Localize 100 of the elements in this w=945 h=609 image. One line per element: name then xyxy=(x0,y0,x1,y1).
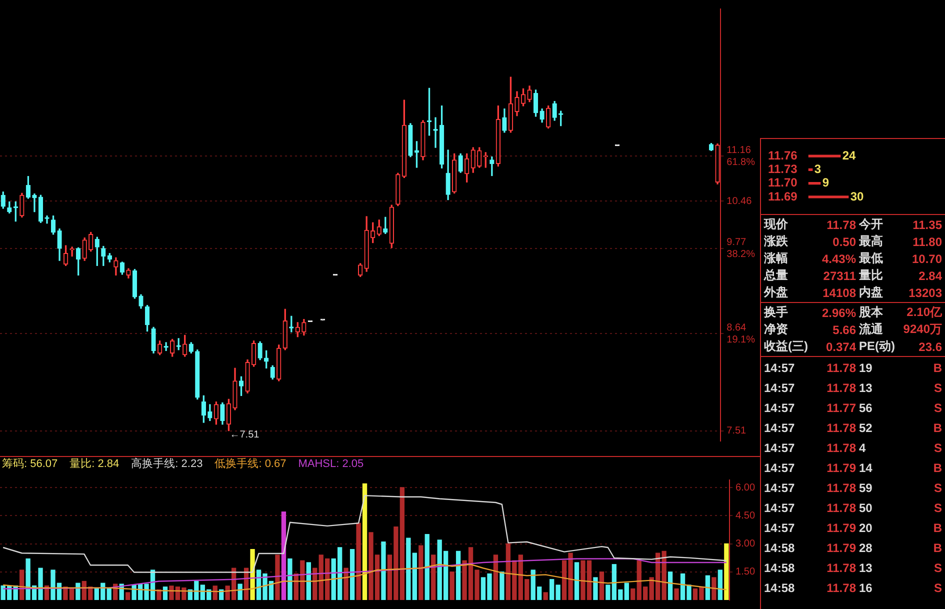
text: S xyxy=(932,441,942,455)
text: 11.78 xyxy=(826,561,856,575)
text: 52 xyxy=(858,421,874,435)
text: 净资 xyxy=(764,321,789,338)
text: 11.79 xyxy=(826,521,856,535)
data-label: 24 xyxy=(842,148,856,162)
text: 涨跌 xyxy=(764,233,789,250)
text: 内盘 xyxy=(858,284,884,301)
text: 14:58 xyxy=(764,561,796,575)
text: 14:57 xyxy=(764,521,796,535)
text: 总量 xyxy=(764,267,789,284)
text: 27311 xyxy=(822,268,856,282)
text: 4.43% xyxy=(820,252,856,266)
text: 10.70 xyxy=(910,252,942,266)
annotation: ←7.51 xyxy=(230,430,260,441)
y-tick-label: 11.69 xyxy=(768,189,798,204)
text: 11.78 xyxy=(826,501,856,515)
text: 14:57 xyxy=(764,441,796,455)
text: 现价 xyxy=(764,216,789,233)
text: PE(动) xyxy=(858,338,896,355)
text: 收益(三) xyxy=(764,338,809,355)
text: 11.78 xyxy=(826,441,856,455)
text: 11.80 xyxy=(912,234,942,248)
text: 2.84 xyxy=(918,268,942,282)
text: 11.35 xyxy=(912,218,942,232)
text: S xyxy=(932,401,942,415)
text: 14:57 xyxy=(764,361,796,375)
data-label: 30 xyxy=(850,189,864,204)
text: 11.78 xyxy=(826,421,856,435)
text: 换手 xyxy=(764,304,789,321)
text: 20 xyxy=(858,521,874,535)
text: 11.78 xyxy=(826,361,856,375)
text: 外盘 xyxy=(764,284,789,301)
text: 5.66 xyxy=(832,322,856,336)
text: 11.78 xyxy=(826,581,856,595)
text: 14:57 xyxy=(764,501,796,515)
text: 13203 xyxy=(908,286,942,300)
y-tick-label: 8.64 19.1% xyxy=(726,322,756,346)
y-tick-label: 11.73 xyxy=(768,162,798,176)
text: 19 xyxy=(858,361,874,375)
text: 13 xyxy=(858,561,874,575)
text: 股本 xyxy=(858,304,884,321)
text: 0.50 xyxy=(832,234,856,248)
text: 筹码: 56.07 xyxy=(2,457,58,471)
text: S xyxy=(932,581,942,595)
text: 0.374 xyxy=(824,340,856,354)
text: 14:57 xyxy=(764,401,796,415)
text: 最高 xyxy=(858,233,884,250)
y-tick-label: 11.70 xyxy=(768,176,798,190)
text: 9240万 xyxy=(902,321,942,338)
text: B xyxy=(932,421,942,435)
text: B xyxy=(932,521,942,535)
y-tick-label: 7.51 xyxy=(726,426,747,437)
text: 11.78 xyxy=(826,218,856,232)
text: 11.79 xyxy=(826,541,856,555)
text: 14 xyxy=(858,461,874,475)
y-tick-label: 6.00 xyxy=(736,482,756,494)
text: 涨幅 xyxy=(764,250,789,267)
data-label: 3 xyxy=(814,162,822,176)
text: 56 xyxy=(858,401,874,415)
text: 16 xyxy=(858,581,874,595)
text: 11.77 xyxy=(826,401,856,415)
data-label: 9 xyxy=(822,176,830,190)
text: 50 xyxy=(858,501,874,515)
text: 14:58 xyxy=(764,541,796,555)
text: 最低 xyxy=(858,250,884,267)
text: 高换手线: 2.23 xyxy=(131,457,203,471)
text: 14:57 xyxy=(764,421,796,435)
text: 11.78 xyxy=(826,381,856,395)
text: 今开 xyxy=(858,216,884,233)
text: S xyxy=(932,381,942,395)
text: 流通 xyxy=(858,321,884,338)
text: 14:57 xyxy=(764,481,796,495)
text: 2.10亿 xyxy=(906,304,942,321)
text: S xyxy=(932,561,942,575)
text: 14108 xyxy=(822,286,856,300)
text: 13 xyxy=(858,381,874,395)
text: 4 xyxy=(858,441,867,455)
text: S xyxy=(932,501,942,515)
text: 14:57 xyxy=(764,461,796,475)
text: 量比 xyxy=(858,267,884,284)
text: 28 xyxy=(858,541,874,555)
y-tick-label: 11.76 xyxy=(768,148,798,162)
text: 2.96% xyxy=(820,306,856,320)
y-tick-label: 10.46 xyxy=(726,196,752,207)
y-tick-label: 4.50 xyxy=(736,510,756,522)
y-tick-label: 1.50 xyxy=(736,566,756,578)
text: S xyxy=(932,481,942,495)
text: MAHSL: 2.05 xyxy=(298,457,364,471)
text: 11.79 xyxy=(826,461,856,475)
y-tick-label: 9.77 38.2% xyxy=(726,237,756,260)
text: 量比: 2.84 xyxy=(70,457,120,471)
text: 23.6 xyxy=(918,340,942,354)
text: 59 xyxy=(858,481,874,495)
text: B xyxy=(932,461,942,475)
text: 14:58 xyxy=(764,581,796,595)
y-tick-label: 3.00 xyxy=(736,538,756,550)
text: 14:57 xyxy=(764,381,796,395)
text: 11.78 xyxy=(826,481,856,495)
text: B xyxy=(932,361,942,375)
